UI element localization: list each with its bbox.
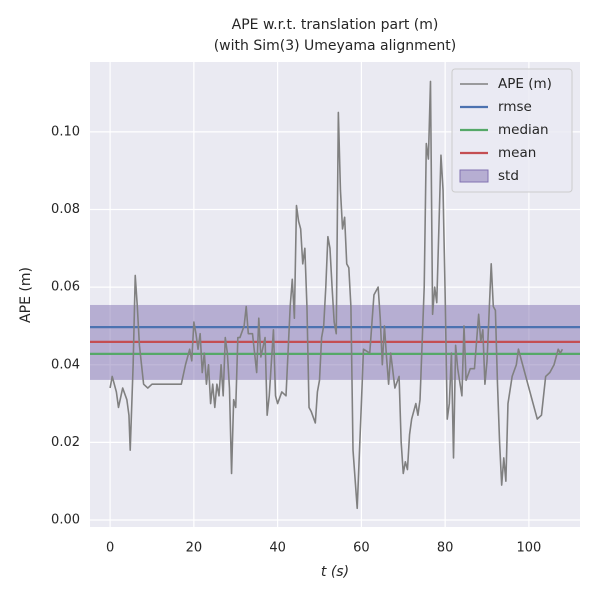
legend-swatch — [459, 169, 489, 183]
legend: APE (m) rmse median mean std — [451, 68, 573, 193]
chart-subtitle: (with Sim(3) Umeyama alignment) — [214, 38, 457, 54]
legend-label: mean — [498, 145, 536, 161]
y-tick-label: 0.00 — [51, 513, 80, 528]
x-tick-label: 0 — [106, 541, 114, 556]
legend-label: APE (m) — [498, 76, 552, 92]
y-tick-label: 0.04 — [51, 357, 80, 372]
y-tick-label: 0.10 — [51, 124, 80, 139]
x-tick-label: 100 — [516, 541, 541, 556]
x-tick-label: 40 — [269, 541, 286, 556]
y-axis-label: APE (m) — [18, 267, 34, 323]
y-tick-label: 0.02 — [51, 435, 80, 450]
x-tick-label: 20 — [186, 541, 203, 556]
x-tick-label: 80 — [437, 541, 454, 556]
x-tick-label: 60 — [353, 541, 370, 556]
legend-box — [451, 68, 573, 193]
y-tick-label: 0.06 — [51, 280, 80, 295]
x-axis-label: t (s) — [321, 564, 349, 580]
ape-line — [109, 80, 564, 510]
y-tick-label: 0.08 — [51, 202, 80, 217]
legend-label: std — [498, 168, 519, 184]
legend-label: rmse — [498, 99, 532, 115]
chart-title: APE w.r.t. translation part (m) — [232, 17, 439, 33]
legend-label: median — [498, 122, 549, 138]
